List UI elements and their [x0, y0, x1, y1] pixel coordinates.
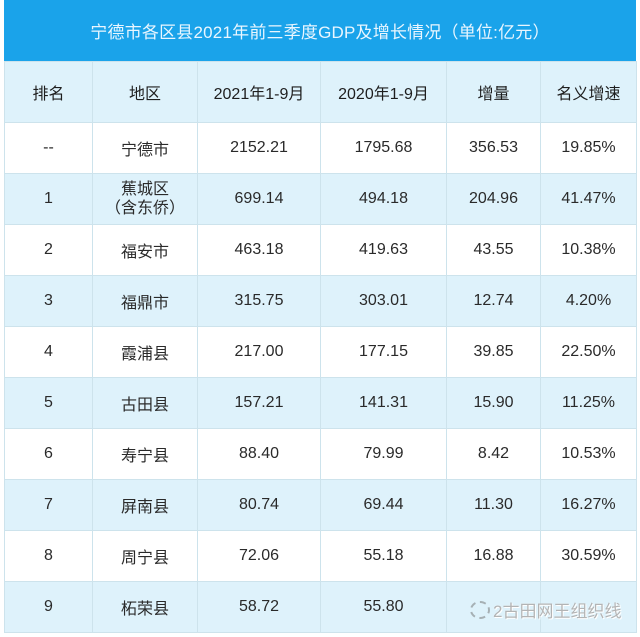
cell-gdp-2020: 69.44 [320, 479, 447, 531]
cell-region: 古田县 [92, 377, 198, 429]
cell-increase: 8.42 [446, 428, 541, 480]
cell-rank: 1 [4, 173, 93, 225]
cell-increase: 11.30 [446, 479, 541, 531]
cell-growth: 10.53% [540, 428, 637, 480]
cell-gdp-2021: 72.06 [197, 530, 321, 582]
cell-increase: 356.53 [446, 122, 541, 174]
table-row: 3 福鼎市 315.75 303.01 12.74 4.20% [4, 275, 637, 327]
table-row: 6 寿宁县 88.40 79.99 8.42 10.53% [4, 428, 637, 480]
cell-region: 霞浦县 [92, 326, 198, 378]
cell-region: 福安市 [92, 224, 198, 276]
cell-gdp-2020: 55.18 [320, 530, 447, 582]
cell-rank: 5 [4, 377, 93, 429]
gdp-table: 排名 地区 2021年1-9月 2020年1-9月 增量 名义增速 -- 宁德市 2… [4, 61, 637, 633]
cell-region: 屏南县 [92, 479, 198, 531]
header-increase: 增量 [446, 61, 541, 123]
region-name: 蕉城区 [120, 181, 169, 198]
cell-increase [446, 581, 541, 633]
cell-rank: 9 [4, 581, 93, 633]
cell-gdp-2020: 1795.68 [320, 122, 447, 174]
cell-gdp-2021: 88.40 [197, 428, 321, 480]
cell-gdp-2020: 303.01 [320, 275, 447, 327]
header-rank: 排名 [4, 61, 93, 123]
cell-gdp-2021: 80.74 [197, 479, 321, 531]
cell-gdp-2021: 217.00 [197, 326, 321, 378]
cell-rank: 8 [4, 530, 93, 582]
table-row: 9 柘荣县 58.72 55.80 [4, 581, 637, 633]
table-row: 2 福安市 463.18 419.63 43.55 10.38% [4, 224, 637, 276]
gdp-table-container: 宁德市各区县2021年前三季度GDP及增长情况（单位:亿元） 排名 地区 202… [4, 0, 637, 633]
header-region: 地区 [92, 61, 198, 123]
cell-gdp-2020: 79.99 [320, 428, 447, 480]
cell-increase: 16.88 [446, 530, 541, 582]
cell-gdp-2021: 699.14 [197, 173, 321, 225]
cell-gdp-2020: 494.18 [320, 173, 447, 225]
table-row: 7 屏南县 80.74 69.44 11.30 16.27% [4, 479, 637, 531]
header-gdp-2021: 2021年1-9月 [197, 61, 321, 123]
cell-gdp-2020: 141.31 [320, 377, 447, 429]
header-row: 排名 地区 2021年1-9月 2020年1-9月 增量 名义增速 [4, 61, 637, 123]
cell-rank: 3 [4, 275, 93, 327]
cell-gdp-2020: 177.15 [320, 326, 447, 378]
cell-growth: 4.20% [540, 275, 637, 327]
cell-increase: 204.96 [446, 173, 541, 225]
table-row: 8 周宁县 72.06 55.18 16.88 30.59% [4, 530, 637, 582]
cell-growth: 16.27% [540, 479, 637, 531]
cell-rank: 6 [4, 428, 93, 480]
table-row: 1 蕉城区 （含东侨） 699.14 494.18 204.96 41.47% [4, 173, 637, 225]
cell-rank: 2 [4, 224, 93, 276]
cell-region: 周宁县 [92, 530, 198, 582]
cell-gdp-2021: 315.75 [197, 275, 321, 327]
cell-region: 福鼎市 [92, 275, 198, 327]
cell-gdp-2021: 157.21 [197, 377, 321, 429]
cell-region: 宁德市 [92, 122, 198, 174]
cell-growth [540, 581, 637, 633]
cell-region: 柘荣县 [92, 581, 198, 633]
table-row: 5 古田县 157.21 141.31 15.90 11.25% [4, 377, 637, 429]
cell-growth: 41.47% [540, 173, 637, 225]
table-row: -- 宁德市 2152.21 1795.68 356.53 19.85% [4, 122, 637, 174]
cell-growth: 30.59% [540, 530, 637, 582]
cell-rank: -- [4, 122, 93, 174]
region-note: （含东侨） [104, 200, 185, 217]
cell-increase: 43.55 [446, 224, 541, 276]
cell-gdp-2020: 55.80 [320, 581, 447, 633]
header-growth: 名义增速 [540, 61, 637, 123]
cell-gdp-2020: 419.63 [320, 224, 447, 276]
table-row: 4 霞浦县 217.00 177.15 39.85 22.50% [4, 326, 637, 378]
cell-region: 蕉城区 （含东侨） [92, 173, 198, 225]
cell-increase: 39.85 [446, 326, 541, 378]
cell-growth: 19.85% [540, 122, 637, 174]
cell-gdp-2021: 463.18 [197, 224, 321, 276]
cell-region: 寿宁县 [92, 428, 198, 480]
cell-growth: 10.38% [540, 224, 637, 276]
header-gdp-2020: 2020年1-9月 [320, 61, 447, 123]
cell-growth: 22.50% [540, 326, 637, 378]
cell-growth: 11.25% [540, 377, 637, 429]
table-title: 宁德市各区县2021年前三季度GDP及增长情况（单位:亿元） [4, 0, 636, 61]
cell-rank: 4 [4, 326, 93, 378]
cell-increase: 15.90 [446, 377, 541, 429]
cell-gdp-2021: 58.72 [197, 581, 321, 633]
cell-rank: 7 [4, 479, 93, 531]
cell-increase: 12.74 [446, 275, 541, 327]
cell-gdp-2021: 2152.21 [197, 122, 321, 174]
